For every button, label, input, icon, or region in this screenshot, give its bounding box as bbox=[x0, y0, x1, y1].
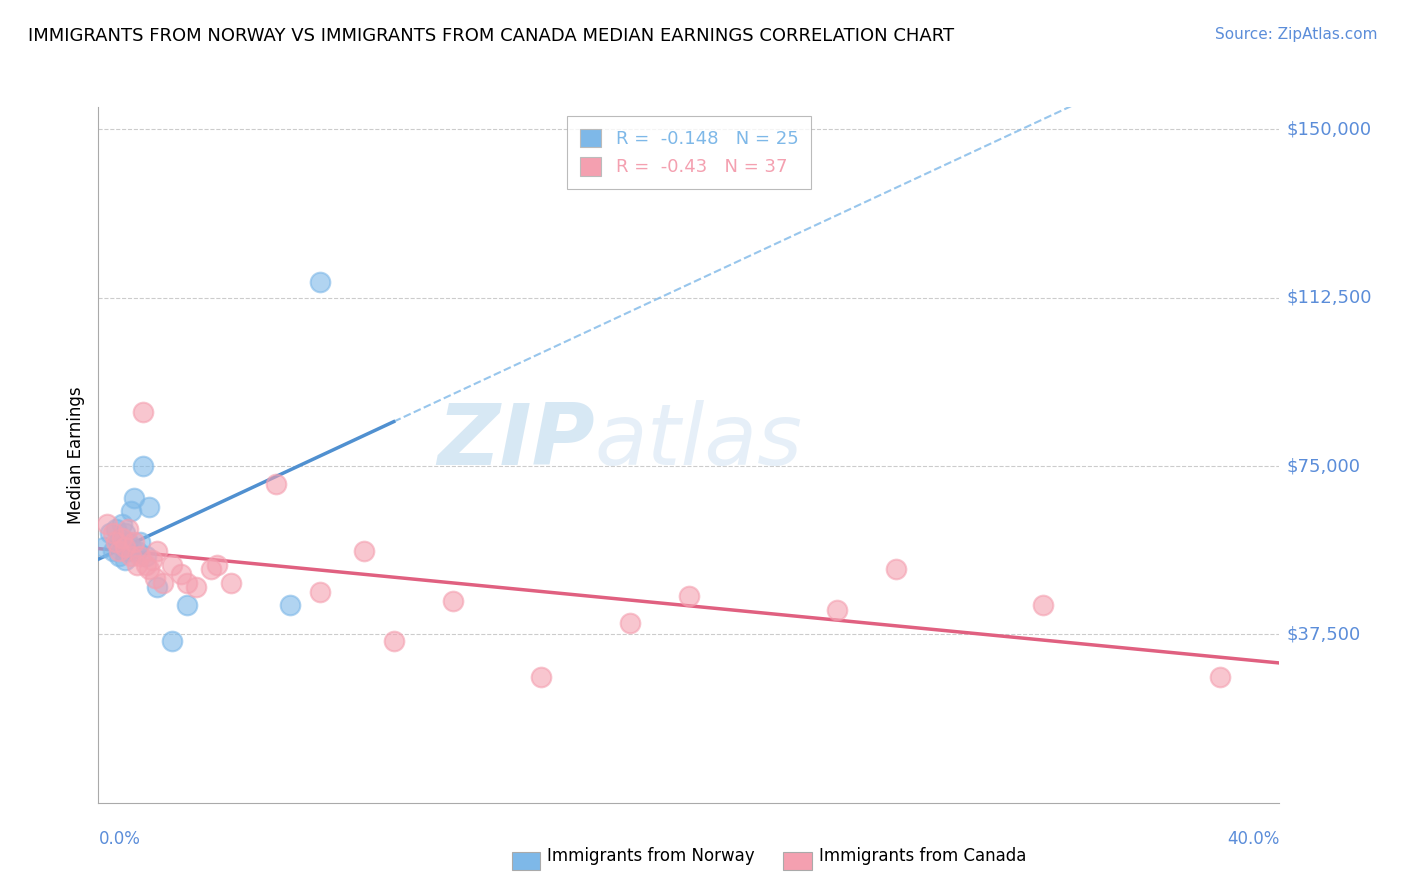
Point bbox=[138, 500, 160, 514]
Text: atlas: atlas bbox=[595, 400, 803, 483]
Point bbox=[128, 549, 150, 563]
Point bbox=[146, 580, 169, 594]
Point bbox=[122, 535, 145, 549]
Point bbox=[103, 544, 125, 558]
Text: $150,000: $150,000 bbox=[1286, 120, 1372, 138]
Point bbox=[162, 634, 183, 648]
Point bbox=[184, 580, 207, 594]
Point bbox=[162, 558, 183, 572]
Point bbox=[176, 575, 198, 590]
Point bbox=[1209, 670, 1232, 684]
Point bbox=[135, 549, 157, 563]
Point bbox=[132, 459, 155, 474]
Point bbox=[309, 584, 332, 599]
Point bbox=[108, 544, 131, 558]
Legend: R =  -0.148   N = 25, R =  -0.43   N = 37: R = -0.148 N = 25, R = -0.43 N = 37 bbox=[567, 116, 811, 189]
Point bbox=[122, 491, 145, 505]
Text: Source: ZipAtlas.com: Source: ZipAtlas.com bbox=[1215, 27, 1378, 42]
Text: $112,500: $112,500 bbox=[1286, 289, 1372, 307]
Point bbox=[120, 540, 142, 554]
Point bbox=[530, 670, 553, 684]
Point bbox=[264, 477, 287, 491]
Point bbox=[114, 553, 136, 567]
Point bbox=[441, 594, 464, 608]
Point bbox=[619, 616, 641, 631]
Text: $37,500: $37,500 bbox=[1286, 625, 1361, 643]
Point bbox=[108, 549, 131, 563]
Point bbox=[108, 535, 131, 549]
Text: IMMIGRANTS FROM NORWAY VS IMMIGRANTS FROM CANADA MEDIAN EARNINGS CORRELATION CHA: IMMIGRANTS FROM NORWAY VS IMMIGRANTS FRO… bbox=[28, 27, 955, 45]
Point bbox=[132, 405, 155, 419]
Point bbox=[114, 526, 136, 541]
Point bbox=[98, 526, 121, 541]
Point bbox=[278, 599, 302, 613]
Text: ZIP: ZIP bbox=[437, 400, 595, 483]
Point bbox=[825, 603, 848, 617]
Point bbox=[135, 558, 157, 572]
Y-axis label: Median Earnings: Median Earnings bbox=[66, 386, 84, 524]
Point bbox=[884, 562, 907, 576]
Point bbox=[114, 540, 136, 554]
Point bbox=[146, 544, 169, 558]
Point bbox=[138, 562, 160, 576]
Point bbox=[125, 544, 148, 558]
Point bbox=[678, 590, 700, 604]
Point bbox=[120, 549, 142, 563]
Point bbox=[219, 575, 242, 590]
Point bbox=[152, 575, 174, 590]
Point bbox=[105, 535, 128, 549]
Point bbox=[1032, 599, 1054, 613]
Text: Immigrants from Canada: Immigrants from Canada bbox=[818, 847, 1026, 865]
Point bbox=[170, 566, 193, 581]
Point bbox=[200, 562, 222, 576]
Point bbox=[125, 558, 148, 572]
Point bbox=[143, 571, 166, 585]
Point bbox=[103, 526, 125, 541]
Point bbox=[205, 558, 228, 572]
Point bbox=[120, 504, 142, 518]
Point bbox=[93, 540, 115, 554]
Text: 40.0%: 40.0% bbox=[1227, 830, 1279, 847]
Text: 0.0%: 0.0% bbox=[98, 830, 141, 847]
Point bbox=[117, 535, 139, 549]
Point bbox=[111, 540, 134, 554]
Point bbox=[353, 544, 375, 558]
Point bbox=[309, 275, 332, 289]
Point bbox=[128, 535, 150, 549]
Text: $75,000: $75,000 bbox=[1286, 457, 1361, 475]
Point bbox=[96, 517, 118, 532]
Point bbox=[117, 522, 139, 536]
Point bbox=[176, 599, 198, 613]
Point bbox=[111, 517, 134, 532]
Point bbox=[111, 531, 134, 545]
Point bbox=[117, 544, 139, 558]
Point bbox=[141, 553, 163, 567]
Point bbox=[105, 522, 128, 536]
Text: Immigrants from Norway: Immigrants from Norway bbox=[547, 847, 755, 865]
Point bbox=[382, 634, 405, 648]
